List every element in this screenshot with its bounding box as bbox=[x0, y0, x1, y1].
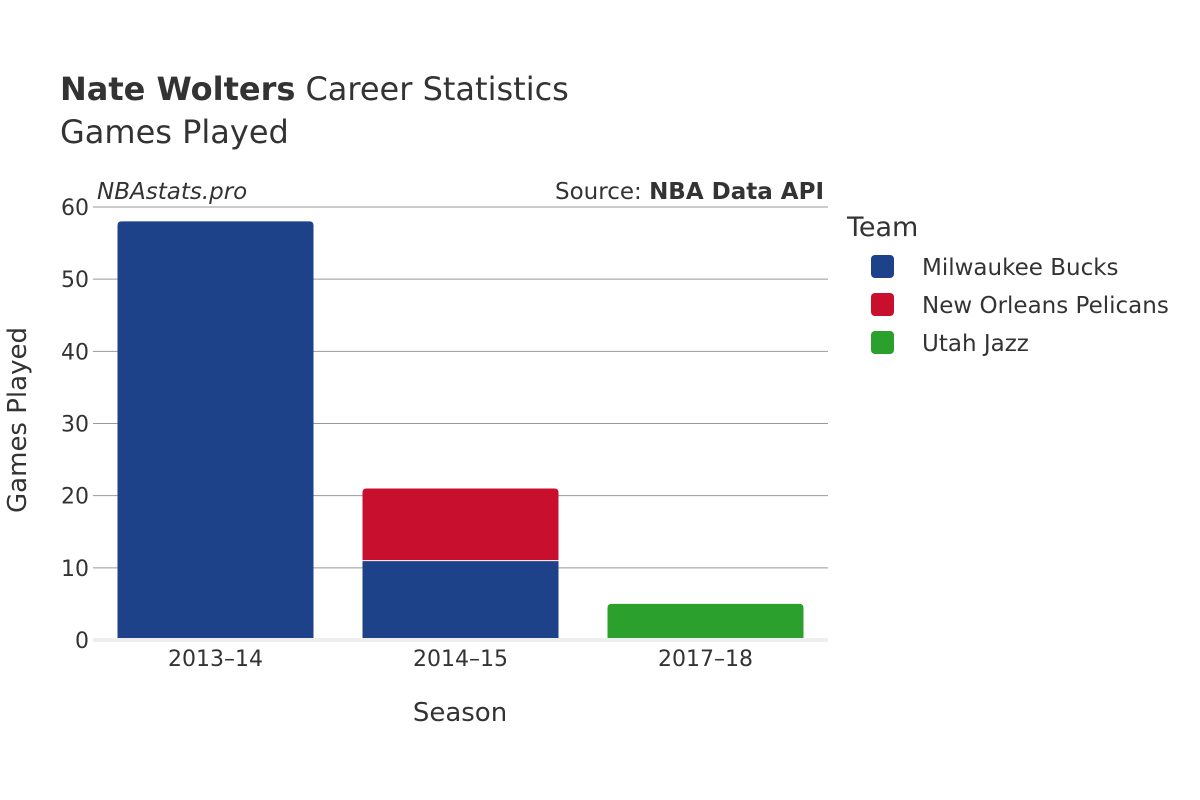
x-tick-label: 2013–14 bbox=[168, 647, 263, 672]
x-axis-label: Season bbox=[413, 698, 507, 728]
legend-label: Utah Jazz bbox=[922, 331, 1029, 357]
source-prefix: Source: bbox=[555, 179, 649, 205]
x-axis-baseline bbox=[93, 638, 828, 642]
bar-milwaukee-bucks bbox=[117, 221, 314, 640]
y-tick-label: 10 bbox=[61, 557, 89, 582]
y-tick-label: 50 bbox=[61, 268, 89, 293]
y-tick-label: 30 bbox=[61, 413, 89, 438]
legend-label: Milwaukee Bucks bbox=[922, 255, 1119, 281]
legend-title: Team bbox=[846, 212, 918, 243]
bar-milwaukee-bucks bbox=[362, 560, 559, 640]
legend-swatch bbox=[871, 293, 894, 316]
x-tick-label: 2014–15 bbox=[413, 647, 508, 672]
y-tick-labels: 0 10 20 30 40 50 60 bbox=[61, 196, 89, 654]
source-name: NBA Data API bbox=[649, 179, 824, 205]
bar-new-orleans-pelicans bbox=[362, 488, 559, 561]
y-axis-label: Games Played bbox=[3, 327, 33, 513]
legend: Milwaukee Bucks New Orleans Pelicans Utah … bbox=[871, 255, 1169, 357]
legend-label: New Orleans Pelicans bbox=[922, 293, 1169, 319]
watermark: NBAstats.pro bbox=[97, 179, 247, 205]
chart-title-bold: Nate Wolters bbox=[60, 70, 295, 108]
y-tick-label: 40 bbox=[61, 340, 89, 365]
bar-utah-jazz bbox=[607, 603, 804, 640]
x-tick-label: 2017–18 bbox=[658, 647, 753, 672]
y-tick-label: 60 bbox=[61, 196, 89, 221]
chart-subtitle: Games Played bbox=[60, 113, 289, 151]
bars bbox=[117, 221, 804, 640]
chart-title-rest: Career Statistics bbox=[305, 70, 568, 108]
legend-swatch bbox=[871, 255, 894, 278]
y-tick-label: 0 bbox=[75, 629, 89, 654]
chart-title: Nate Wolters Career Statistics bbox=[60, 70, 569, 108]
y-tick-label: 20 bbox=[61, 485, 89, 510]
legend-swatch bbox=[871, 331, 894, 354]
x-tick-labels: 2013–14 2014–15 2017–18 bbox=[168, 647, 753, 672]
source-credit: Source: NBA Data API bbox=[555, 179, 824, 205]
